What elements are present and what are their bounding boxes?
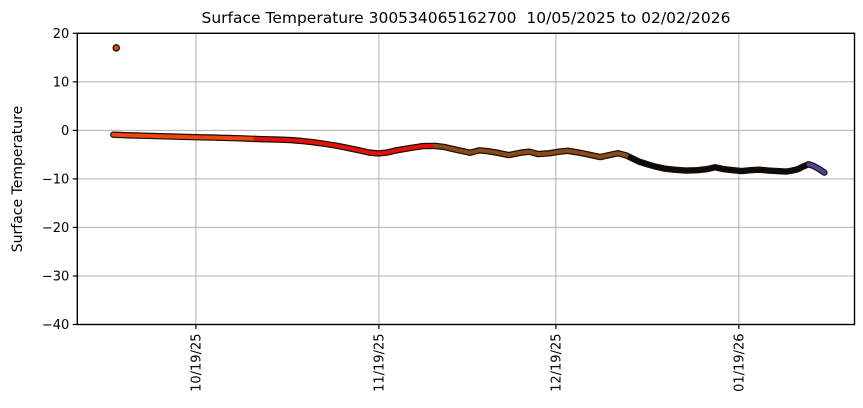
axes-layer: 20 10 0 −10 −20 −30 −40 10/19/25 11/19/25 12/19/2… — [42, 27, 856, 392]
y-tick-label: 0 — [61, 124, 69, 139]
grid-layer — [77, 32, 855, 325]
chart-title: Surface Temperature 300534065162700 10/0… — [202, 9, 731, 27]
y-axis-label: Surface Temperature — [10, 106, 26, 252]
x-tick-label: 11/19/25 — [372, 334, 387, 392]
x-tick-label: 01/19/26 — [732, 334, 747, 392]
series-segment-december-brown — [432, 143, 632, 160]
y-tick-label: −10 — [42, 172, 69, 187]
outlier-point — [112, 44, 120, 52]
y-tick-label: −40 — [42, 318, 69, 333]
x-tick-label: 10/19/25 — [189, 334, 204, 392]
series-segment-november-red — [252, 136, 437, 156]
series-layer — [110, 44, 828, 176]
y-tick-label: 10 — [53, 75, 70, 90]
series-segment-early-february-blue — [806, 162, 827, 175]
series-segment-january-black — [627, 155, 811, 174]
series-segment-early-october-orange — [111, 132, 257, 141]
y-tick-label: −30 — [42, 269, 69, 284]
y-tick-label: 20 — [53, 27, 70, 42]
y-tick-label: −20 — [42, 221, 69, 236]
x-tick-label: 12/19/25 — [549, 334, 564, 392]
